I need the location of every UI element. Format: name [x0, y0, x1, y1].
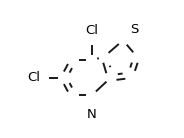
Text: S: S [131, 22, 139, 36]
Text: N: N [87, 108, 97, 121]
Text: Cl: Cl [85, 24, 98, 37]
Text: Cl: Cl [28, 71, 40, 84]
